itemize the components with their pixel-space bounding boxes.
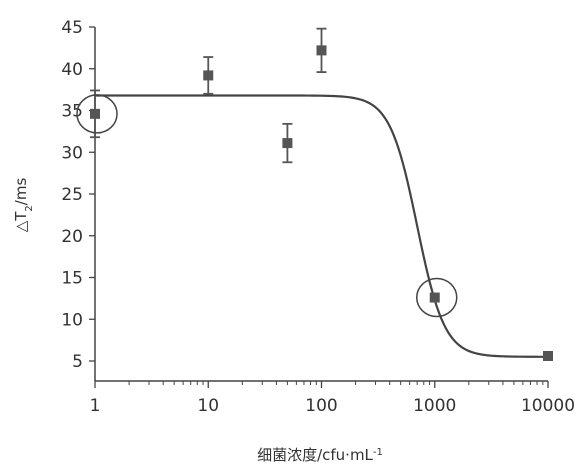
y-tick-label: 5 [72, 352, 83, 372]
x-tick-label: 10000 [521, 396, 575, 416]
x-tick-label: 1 [90, 396, 101, 416]
x-tick-label: 1000 [413, 396, 456, 416]
x-axis-title: 细菌浓度/cfu·mL-1 [257, 446, 383, 464]
x-tick-label: 100 [305, 396, 337, 416]
x-axis-ticks: 1 10 100 1000 10000 [90, 381, 575, 416]
highlight-circle [76, 94, 118, 134]
y-axis-title: △T2/ms [12, 178, 35, 233]
y-tick-label: 45 [61, 18, 83, 38]
x-tick-label: 10 [197, 396, 219, 416]
axes [94, 27, 548, 382]
highlight-circle [416, 277, 458, 318]
y-tick-label: 15 [61, 269, 83, 289]
data-point [316, 45, 327, 56]
y-tick-label: 10 [61, 310, 83, 330]
data-point [90, 108, 100, 119]
data-point [282, 138, 293, 149]
data-point [543, 350, 553, 361]
y-tick-label: 40 [61, 60, 83, 80]
y-tick-label: 30 [61, 143, 83, 163]
data-points [76, 27, 553, 361]
data-point [429, 292, 440, 303]
data-point [203, 70, 214, 81]
y-tick-label: 20 [61, 227, 83, 247]
fit-curve [95, 94, 549, 358]
y-tick-label: 25 [61, 185, 83, 205]
